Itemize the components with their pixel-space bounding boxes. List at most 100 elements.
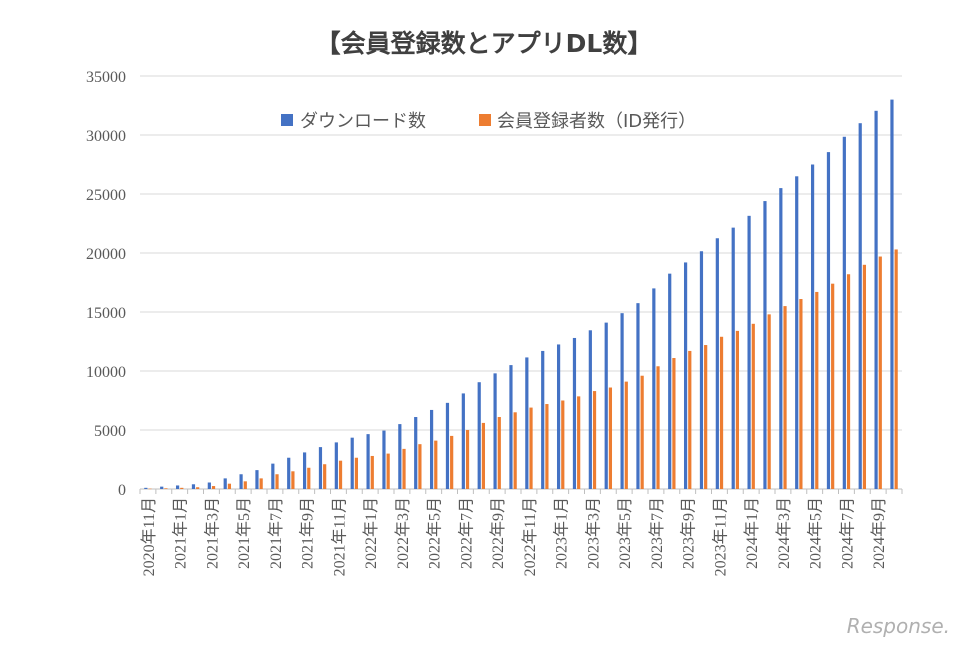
bar-downloads-5: [223, 478, 227, 489]
y-axis-ticks: 0 5000 10000 15000 20000 25000 30000 35000: [86, 69, 126, 499]
bar-downloads-29: [604, 322, 608, 489]
x-tick-label: 2021年3月: [203, 497, 221, 569]
legend-label-downloads: ダウンロード数: [300, 111, 426, 132]
bar-members-29: [608, 387, 613, 489]
bar-downloads-46: [874, 110, 878, 489]
bar-members-37: [735, 330, 740, 489]
bar-members-42: [815, 291, 819, 489]
bar-downloads-22: [493, 373, 497, 489]
bar-members-20: [465, 430, 470, 489]
bar-downloads-36: [715, 238, 719, 489]
bar-members-32: [656, 366, 660, 489]
bar-downloads-18: [429, 409, 434, 489]
bar-downloads-39: [763, 201, 767, 489]
bar-members-27: [577, 396, 581, 489]
bar-members-26: [561, 400, 565, 489]
x-tick-label: 2021年11月: [330, 497, 348, 576]
bar-members-13: [354, 457, 359, 489]
bar-downloads-26: [556, 344, 561, 489]
bar-members-41: [799, 299, 803, 489]
legend-label-members: 会員登録者数（ID発行）: [497, 111, 696, 132]
bar-members-0: [148, 488, 152, 490]
bar-members-5: [227, 483, 232, 489]
bar-members-28: [592, 391, 597, 489]
bar-members-8: [275, 474, 279, 489]
watermark: Response.: [847, 614, 950, 638]
x-axis-ticks: 2020年11月 2021年1月 2021年3月 2021年5月 2021年7月 2021…: [139, 489, 903, 576]
bar-members-18: [434, 440, 438, 489]
bar-downloads-9: [287, 457, 291, 489]
x-tick-label: 2022年7月: [457, 497, 475, 569]
bar-downloads-8: [271, 463, 275, 489]
bar-downloads-27: [572, 337, 577, 489]
bar-downloads-7: [255, 470, 259, 489]
x-tick-label: 2022年5月: [426, 497, 444, 569]
bar-downloads-38: [747, 215, 751, 489]
bar-downloads-37: [731, 227, 735, 489]
x-tick-label: 2022年9月: [489, 497, 507, 569]
bar-members-9: [291, 471, 295, 489]
bar-members-36: [719, 336, 724, 489]
bar-downloads-25: [541, 350, 545, 489]
bar-members-15: [386, 453, 390, 489]
bar-downloads-11: [318, 447, 323, 489]
bar-downloads-44: [842, 136, 846, 489]
bar-downloads-24: [525, 357, 529, 489]
bar-downloads-41: [795, 176, 799, 490]
bar-downloads-35: [699, 251, 704, 489]
bar-downloads-30: [620, 313, 624, 489]
bar-downloads-28: [588, 330, 592, 489]
bar-downloads-2: [175, 485, 180, 489]
x-tick-label: 2022年1月: [362, 497, 380, 569]
gridlines: [140, 75, 902, 490]
bar-members-1: [164, 488, 168, 489]
bar-downloads-34: [683, 262, 688, 489]
y-tick-label: 5000: [94, 423, 126, 440]
bar-members-2: [180, 487, 184, 489]
bar-members-10: [307, 467, 311, 489]
bar-downloads-21: [477, 382, 481, 489]
x-tick-label: 2024年7月: [838, 497, 856, 569]
legend-swatch-members: [479, 114, 491, 126]
x-tick-label: 2024年3月: [775, 497, 793, 569]
bar-downloads-3: [191, 484, 196, 489]
bar-downloads-40: [779, 188, 783, 489]
bars: [144, 99, 898, 490]
y-tick-label: 35000: [86, 69, 126, 86]
y-tick-label: 10000: [86, 364, 126, 381]
bar-members-16: [402, 448, 406, 489]
legend-swatch-downloads: [281, 114, 293, 126]
bar-members-23: [513, 412, 517, 489]
bar-members-25: [545, 404, 549, 489]
bar-members-47: [894, 249, 898, 489]
bar-downloads-16: [398, 424, 402, 489]
bar-members-31: [640, 375, 644, 489]
bar-members-6: [243, 481, 247, 489]
bar-members-14: [370, 455, 374, 489]
bar-members-40: [783, 306, 787, 489]
bar-members-30: [624, 381, 628, 489]
bar-members-38: [751, 323, 755, 489]
bar-downloads-43: [826, 152, 831, 490]
bar-members-22: [497, 417, 501, 489]
bar-downloads-17: [414, 417, 418, 489]
x-tick-label: 2021年9月: [299, 497, 317, 569]
bar-downloads-1: [160, 486, 164, 489]
bar-members-11: [323, 464, 327, 489]
x-tick-label: 2021年1月: [172, 497, 190, 569]
legend: ダウンロード数 会員登録者数（ID発行）: [281, 111, 696, 132]
bar-members-44: [846, 274, 851, 489]
bar-downloads-32: [652, 288, 656, 489]
bar-members-3: [196, 487, 200, 489]
x-tick-label: 2024年9月: [870, 497, 888, 569]
bar-members-43: [831, 283, 835, 489]
bar-downloads-4: [207, 482, 211, 489]
x-tick-label: 2022年11月: [521, 497, 539, 576]
bar-downloads-6: [239, 474, 243, 489]
bar-members-19: [450, 435, 454, 489]
bar-members-21: [481, 422, 486, 489]
y-tick-label: 15000: [86, 305, 126, 322]
bar-downloads-15: [382, 430, 386, 489]
bar-members-24: [529, 407, 533, 489]
